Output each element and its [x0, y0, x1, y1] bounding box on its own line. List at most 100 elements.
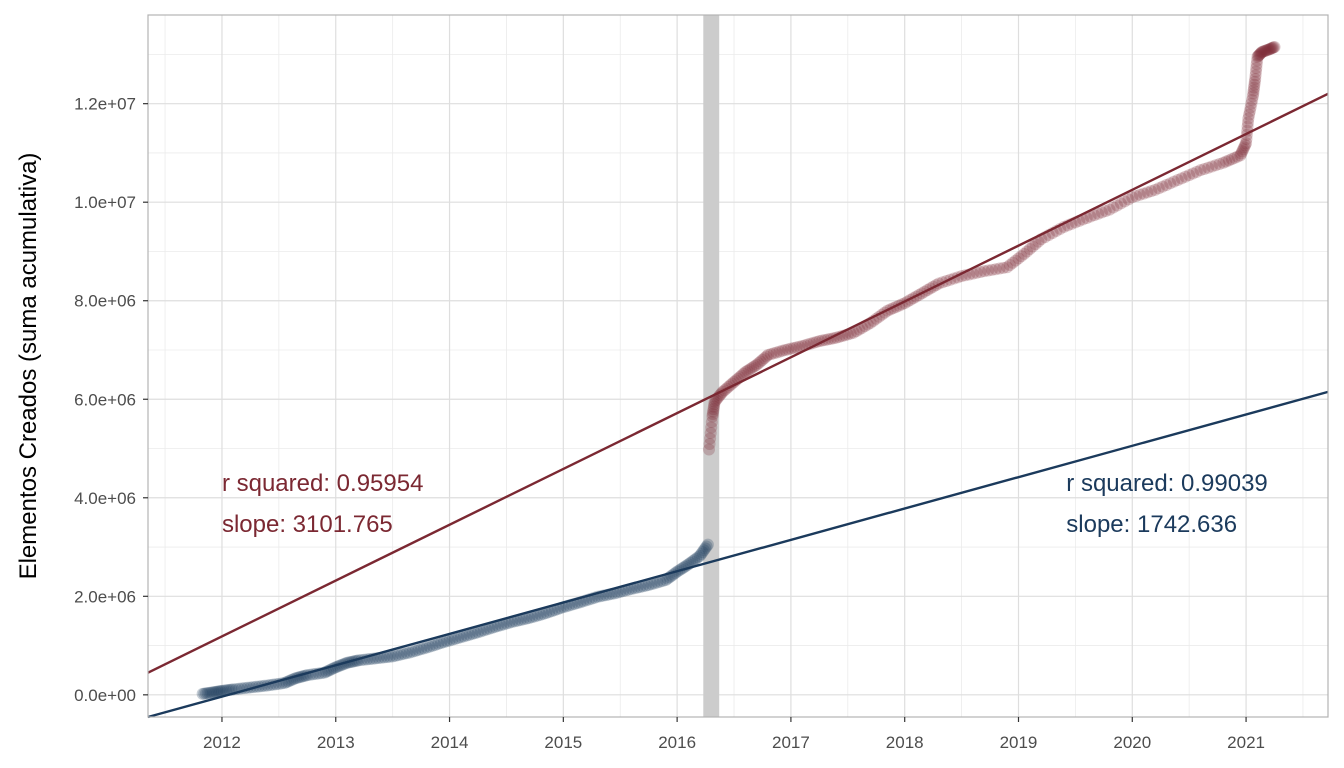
y-tick-label: 0.0e+00 — [74, 686, 136, 705]
data-point — [634, 580, 647, 593]
data-point — [432, 637, 445, 650]
data-point — [1001, 261, 1014, 274]
data-point — [201, 687, 214, 700]
data-point — [540, 607, 553, 620]
data-point — [1133, 188, 1146, 201]
data-point — [1241, 116, 1254, 129]
data-point — [1103, 203, 1116, 216]
y-tick-label: 6.0e+06 — [74, 390, 136, 409]
data-point — [1164, 177, 1177, 190]
data-point — [1238, 141, 1251, 154]
data-point — [469, 627, 482, 640]
data-point — [1254, 47, 1267, 60]
data-point — [654, 575, 667, 588]
data-point — [1023, 243, 1036, 255]
x-tick-label: 2020 — [1113, 733, 1151, 752]
data-point — [1029, 238, 1042, 251]
annotations: r squared: 0.99039 slope: 1742.636 r squar… — [222, 470, 1268, 538]
data-point — [383, 650, 396, 663]
data-point — [767, 347, 780, 360]
data-point — [446, 633, 459, 646]
data-point — [1179, 170, 1192, 183]
data-point — [790, 341, 803, 354]
data-point — [706, 408, 719, 421]
data-point — [1268, 41, 1281, 54]
data-point — [1239, 139, 1252, 152]
x-tick-label: 2015 — [544, 733, 582, 752]
data-point — [764, 348, 777, 361]
data-point — [203, 686, 216, 699]
data-point — [1246, 93, 1259, 106]
data-point — [1265, 42, 1278, 55]
data-point — [1137, 187, 1150, 200]
data-point — [1248, 75, 1261, 88]
data-point — [645, 578, 658, 591]
data-point — [705, 415, 718, 428]
data-point — [1255, 46, 1268, 59]
data-point — [1225, 153, 1238, 166]
data-point — [215, 684, 228, 697]
data-point — [1198, 162, 1211, 175]
data-point — [520, 612, 533, 625]
data-point — [737, 367, 750, 380]
data-point — [206, 686, 219, 699]
data-point — [659, 574, 672, 587]
data-point — [449, 632, 462, 645]
data-point — [205, 686, 218, 699]
data-point — [1251, 50, 1264, 63]
data-point — [1252, 50, 1265, 63]
data-point — [1003, 259, 1016, 272]
data-point — [1267, 41, 1280, 54]
data-point — [696, 546, 709, 559]
data-point — [703, 438, 716, 450]
fit-lines — [147, 92, 1329, 719]
series-1-slope-label: slope: 1742.636 — [1066, 511, 1237, 538]
data-point — [1228, 151, 1241, 164]
data-point — [700, 540, 713, 553]
data-point — [1261, 43, 1274, 56]
data-point — [511, 614, 524, 627]
data-point — [1242, 112, 1255, 125]
data-point — [1252, 49, 1265, 62]
data-point — [200, 687, 213, 700]
data-point — [517, 613, 530, 626]
data-point — [1107, 201, 1120, 214]
data-point — [997, 261, 1010, 274]
data-point — [993, 262, 1006, 275]
data-point — [392, 649, 405, 662]
y-tick-label: 1.0e+07 — [74, 193, 136, 212]
data-point — [406, 645, 419, 658]
x-tick-label: 2019 — [1000, 733, 1038, 752]
data-point — [486, 621, 499, 634]
data-point — [483, 622, 496, 635]
data-point — [1262, 43, 1275, 56]
data-point — [793, 340, 806, 353]
data-point — [750, 358, 763, 371]
data-point — [217, 684, 230, 697]
data-point — [970, 266, 983, 279]
data-point — [691, 551, 704, 564]
data-point — [636, 580, 649, 593]
data-point — [219, 684, 232, 697]
data-point — [697, 544, 710, 557]
data-point — [784, 342, 797, 355]
data-point — [985, 263, 998, 276]
data-point — [754, 355, 767, 368]
data-point — [735, 369, 748, 382]
data-point — [1145, 185, 1158, 198]
data-point — [545, 605, 558, 618]
y-axis-title: Elementos Creados (suma acumulativa) — [15, 153, 42, 580]
data-point — [1247, 84, 1260, 97]
data-point — [1249, 73, 1262, 86]
data-point — [1250, 61, 1263, 74]
y-axis: 0.0e+00 2.0e+06 4.0e+06 6.0e+06 8.0e+06 1.0e+… — [74, 95, 148, 705]
data-point — [707, 400, 720, 413]
data-point — [523, 611, 536, 624]
data-point — [787, 342, 800, 355]
data-point — [209, 685, 222, 698]
data-point — [537, 607, 550, 620]
data-point — [705, 421, 718, 434]
data-point — [1237, 143, 1250, 156]
data-point — [460, 629, 473, 642]
